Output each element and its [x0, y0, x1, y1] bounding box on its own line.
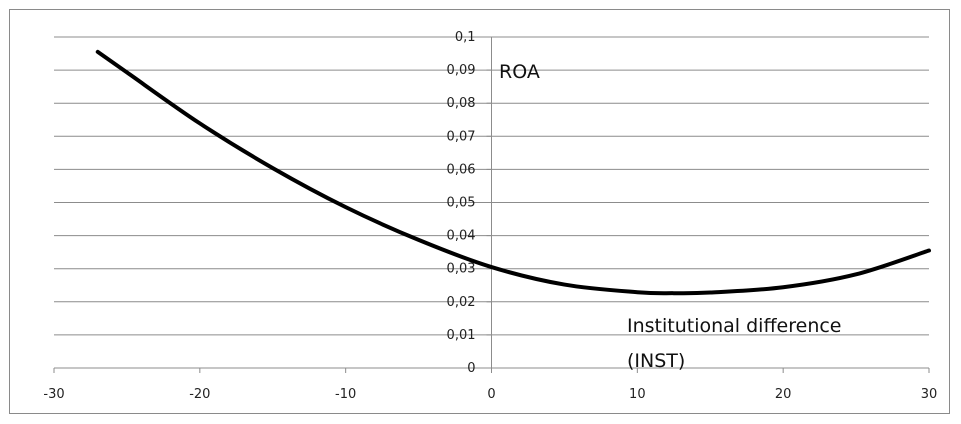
- series-layer: [95, 49, 931, 296]
- chart-frame: [9, 9, 950, 414]
- y-tick-label: 0,08: [447, 96, 476, 111]
- y-tick-label: 0,01: [447, 328, 476, 343]
- x-tick-label: -10: [335, 387, 356, 402]
- y-tick-label: 0,04: [447, 229, 476, 244]
- y-tick-label: 0: [467, 361, 475, 376]
- y-tick-label: 0,05: [447, 196, 476, 211]
- y-tick-label: 0,06: [447, 162, 476, 177]
- y-tick-label: 0,03: [447, 262, 476, 277]
- y-axis-title: ROA: [499, 61, 540, 83]
- y-tick-label: 0,07: [447, 129, 476, 144]
- x-tick-label: 0: [487, 387, 495, 402]
- x-axis-title-line-2: (INST): [627, 350, 685, 372]
- x-tick-labels: -30 -20 -10 0 10 20 30: [43, 387, 937, 402]
- y-tick-label: 0,09: [447, 63, 476, 78]
- x-tick-label: -30: [43, 387, 64, 402]
- x-tick-label: 30: [921, 387, 938, 402]
- y-tick-label: 0,1: [455, 30, 476, 45]
- y-tick-label: 0,02: [447, 295, 476, 310]
- x-axis-title-line-1: Institutional difference: [627, 315, 842, 337]
- y-tick-labels: 0 0,01 0,02 0,03 0,04 0,05 0,06 0,07 0,08 0,09 0,1: [447, 30, 476, 376]
- axes: [53, 36, 930, 373]
- roa-curve: [95, 49, 931, 296]
- x-tick-label: 20: [775, 387, 792, 402]
- x-tick-label: -20: [189, 387, 210, 402]
- x-tick-label: 10: [629, 387, 646, 402]
